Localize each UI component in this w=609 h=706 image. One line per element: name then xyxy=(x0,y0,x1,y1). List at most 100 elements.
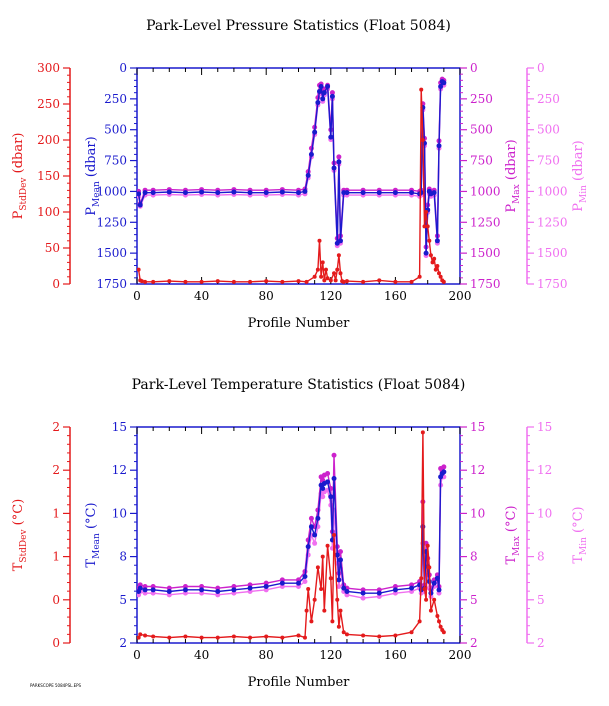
data-point-mean xyxy=(279,580,285,586)
data-point-stddev xyxy=(199,635,204,640)
data-point-stddev xyxy=(332,533,337,537)
data-point-mean xyxy=(438,84,444,90)
chart-panel-1: Park-Level Pressure Statistics (Float 50… xyxy=(11,18,589,331)
data-point-mean xyxy=(409,190,415,196)
y-tick-label: 1750 xyxy=(537,277,568,291)
x-tick-label: 80 xyxy=(259,648,274,662)
y-axis-min: 0 250 500 750 1000 1250 1500 1750 PMin (dbar) xyxy=(526,61,589,291)
data-point-mean xyxy=(302,574,308,580)
data-point-stddev xyxy=(338,271,343,276)
y-tick-label: 500 xyxy=(104,123,127,137)
y-tick-label: 0 xyxy=(52,277,60,291)
x-tick-label: 200 xyxy=(449,648,472,662)
data-point-mean xyxy=(344,190,350,196)
data-point-stddev xyxy=(361,279,366,284)
data-point-stddev xyxy=(248,279,253,284)
series-line-max xyxy=(137,78,445,248)
data-point-stddev xyxy=(424,210,429,214)
data-point-stddev xyxy=(420,430,425,435)
y-tick-label: 15 xyxy=(112,420,127,434)
data-point-min xyxy=(320,494,326,500)
data-point-mean xyxy=(337,238,343,244)
y-tick-label: 2 xyxy=(52,463,60,477)
data-point-mean xyxy=(247,585,253,591)
y-axis-stddev: 0 50 100 150 200 250 300 PStdDev (dbar) xyxy=(11,61,71,291)
data-point-stddev xyxy=(432,256,437,261)
y-axis-label: TMax (°C) xyxy=(504,505,522,564)
data-point-mean xyxy=(199,587,205,593)
y-tick-label: 250 xyxy=(37,97,60,111)
data-point-stddev xyxy=(264,279,269,284)
data-point-stddev xyxy=(167,635,172,640)
y-tick-label: 150 xyxy=(37,169,60,183)
data-point-stddev xyxy=(441,630,446,635)
series-min xyxy=(137,474,447,601)
data-point-stddev xyxy=(199,279,204,284)
data-point-mean xyxy=(441,80,447,86)
y-tick-label: 500 xyxy=(537,123,560,137)
y-tick-label: 200 xyxy=(37,133,60,147)
data-point-stddev xyxy=(377,634,382,639)
y-tick-label: 250 xyxy=(537,92,560,106)
y-tick-label: 1000 xyxy=(470,184,501,198)
data-point-mean xyxy=(376,590,382,596)
data-point-mean xyxy=(142,587,148,593)
series-stddev xyxy=(137,87,446,284)
footer-text: PARKSCOPE 5084PSL.EPS xyxy=(30,683,82,688)
data-point-mean xyxy=(166,588,172,594)
data-point-stddev xyxy=(332,271,337,276)
data-point-mean xyxy=(431,580,437,586)
data-point-mean xyxy=(320,485,326,491)
chart-panel-2: Park-Level Temperature Statistics (Float… xyxy=(11,377,589,690)
data-point-mean xyxy=(182,190,188,196)
data-point-mean xyxy=(315,100,321,106)
data-point-mean xyxy=(215,190,221,196)
y-tick-label: 0 xyxy=(470,61,478,75)
y-tick-label: 5 xyxy=(119,593,127,607)
data-point-stddev xyxy=(437,271,442,276)
y-axis-mean: 0 250 500 750 1000 1250 1500 1750 PMean (dbar) xyxy=(84,61,137,291)
data-point-mean xyxy=(215,588,221,594)
data-point-min xyxy=(336,584,342,590)
data-point-mean xyxy=(360,190,366,196)
y-tick-label: 750 xyxy=(537,154,560,168)
y-axis-label: PMax (dbar) xyxy=(504,139,522,212)
data-point-mean xyxy=(182,587,188,593)
data-point-stddev xyxy=(438,624,443,629)
data-point-mean xyxy=(392,190,398,196)
y-tick-label: 0 xyxy=(537,61,545,75)
data-point-stddev xyxy=(325,276,330,281)
data-point-mean xyxy=(166,189,172,195)
series-line-stddev xyxy=(137,89,445,283)
data-point-mean xyxy=(137,202,143,208)
y-tick-label: 0 xyxy=(119,61,127,75)
series-stddev xyxy=(137,430,446,640)
y-axis-label: PMin (dbar) xyxy=(571,140,589,212)
data-point-stddev xyxy=(151,279,156,284)
y-axis-min: 2 5 8 10 12 15 TMin (°C) xyxy=(526,420,589,650)
data-point-mean xyxy=(328,494,334,500)
data-point-stddev xyxy=(335,267,340,272)
y-tick-label: 2 xyxy=(119,636,127,650)
y-tick-label: 250 xyxy=(470,92,493,106)
data-point-stddev xyxy=(183,634,188,639)
data-point-mean xyxy=(329,93,335,99)
data-point-mean xyxy=(302,188,308,194)
y-tick-label: 10 xyxy=(112,506,127,520)
data-point-stddev xyxy=(320,260,325,265)
data-point-mean xyxy=(247,190,253,196)
data-point-max xyxy=(329,90,335,96)
data-point-stddev xyxy=(377,278,382,283)
data-point-stddev xyxy=(137,635,141,640)
y-tick-label: 0 xyxy=(52,636,60,650)
y-tick-label: 750 xyxy=(470,154,493,168)
data-point-mean xyxy=(325,479,331,485)
plot-frame xyxy=(136,67,461,285)
data-point-mean xyxy=(150,587,156,593)
x-axis-label: Profile Number xyxy=(248,316,351,331)
y-axis-stddev: 0 0 1 1 2 2 TStdDev (°C) xyxy=(11,420,71,650)
y-tick-label: 1500 xyxy=(537,246,568,260)
data-point-stddev xyxy=(138,632,143,637)
y-axis-label: TMean (°C) xyxy=(84,502,102,567)
data-point-mean xyxy=(318,84,324,90)
